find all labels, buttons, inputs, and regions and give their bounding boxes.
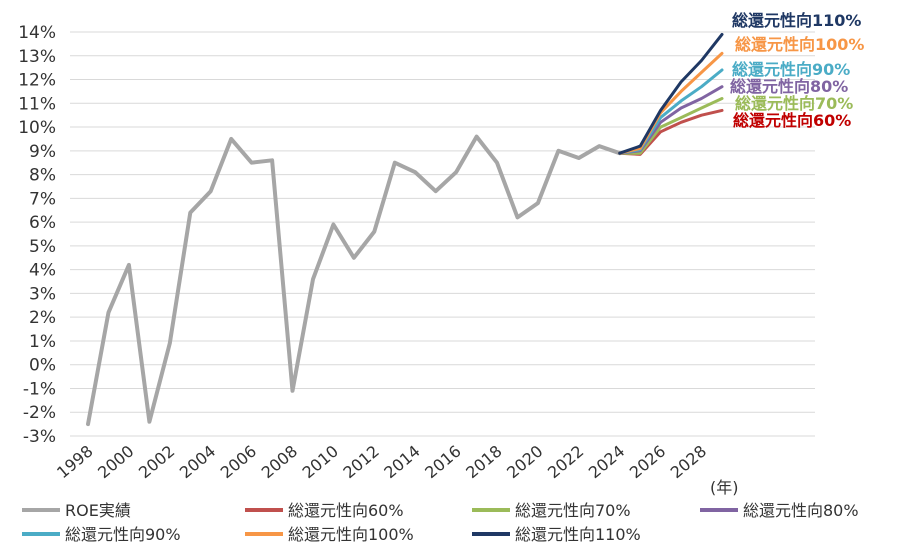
end-label: 総還元性向80% [730,77,848,96]
y-tick-label: 4% [29,261,56,281]
end-label: 総還元性向70% [735,94,853,113]
y-tick-label: 9% [29,142,56,162]
y-tick-label: 1% [29,332,56,352]
x-tick-label: 2008 [258,442,301,483]
y-tick-label: 0% [29,356,56,376]
x-tick-label: 2014 [380,442,423,483]
end-label: 総還元性向110% [732,11,861,30]
legend-label: 総還元性向70% [515,501,631,520]
end-label: 総還元性向100% [735,35,864,54]
legend-label: 総還元性向100% [288,525,414,544]
y-tick-label: 6% [29,213,56,233]
x-tick-label: 2028 [667,442,710,483]
y-tick-label: 8% [29,166,56,186]
end-label: 総還元性向90% [732,60,850,79]
end-labels: 総還元性向110% 総還元性向100% 総還元性向90%総還元性向80%総還元性向7… [730,11,864,130]
y-tick-label: -3% [23,427,56,447]
series-line-0 [86,134,622,427]
y-tick-label: -1% [23,379,56,399]
x-tick-label: 2026 [626,442,669,483]
x-tick-label: 2020 [503,442,546,483]
gridlines [70,31,815,437]
end-label: 総還元性向60% [733,111,851,130]
y-tick-label: 12% [18,71,56,91]
legend-label: ROE実績 [65,501,131,520]
x-tick-label: 2018 [462,442,505,483]
x-axis-unit-label: (年) [710,478,739,497]
x-tick-label: 2000 [94,442,137,483]
series-line-2 [618,97,724,155]
legend: ROE実績 総還元性向60% 総還元性向70% 総還元性向80% 総還元性向90% 総還元… [22,501,859,544]
y-tick-label: 10% [18,118,56,138]
x-tick-label: 2002 [135,442,178,483]
y-axis: 14% 13% 12% 11% 10% 9% 8% 7% 6% 5% 4% 3% 2% 1% 0% -1% -2… [18,23,56,447]
y-tick-label: 5% [29,237,56,257]
y-tick-label: 11% [18,94,56,114]
x-tick-label: 2010 [299,442,342,483]
series-line-5 [618,51,724,155]
y-tick-label: 3% [29,284,56,304]
x-tick-label: 2016 [421,442,464,483]
x-tick-label: 2004 [176,442,219,483]
x-tick-label: 2024 [585,442,628,483]
legend-label: 総還元性向80% [743,501,859,520]
x-axis: 1998200020022004200620082010201220142016… [53,442,710,483]
x-tick-label: 2012 [339,442,382,483]
y-tick-label: 7% [29,189,56,209]
y-tick-label: -2% [23,403,56,423]
y-tick-label: 14% [18,23,56,43]
y-tick-label: 2% [29,308,56,328]
x-tick-label: 2022 [544,442,587,483]
series-lines [86,32,724,427]
legend-label: 総還元性向60% [288,501,404,520]
x-tick-label: 2006 [217,442,260,483]
y-tick-label: 13% [18,47,56,67]
series-line-6 [618,32,724,155]
series-line-4 [618,68,724,155]
legend-label: 総還元性向90% [65,525,181,544]
legend-label: 総還元性向110% [515,525,641,544]
x-tick-label: 1998 [53,442,96,483]
